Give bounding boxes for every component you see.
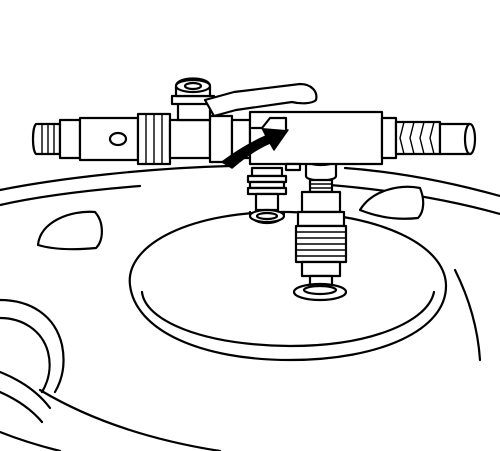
rim-lug-left [36, 210, 103, 251]
rim-surface [0, 164, 500, 451]
cover-plate [128, 210, 448, 362]
rim-lug-right [358, 185, 425, 220]
left-quick-coupler [246, 166, 288, 225]
ball-valve [170, 77, 318, 122]
valve-lever [203, 82, 318, 118]
curved-arrow-icon [221, 116, 289, 169]
